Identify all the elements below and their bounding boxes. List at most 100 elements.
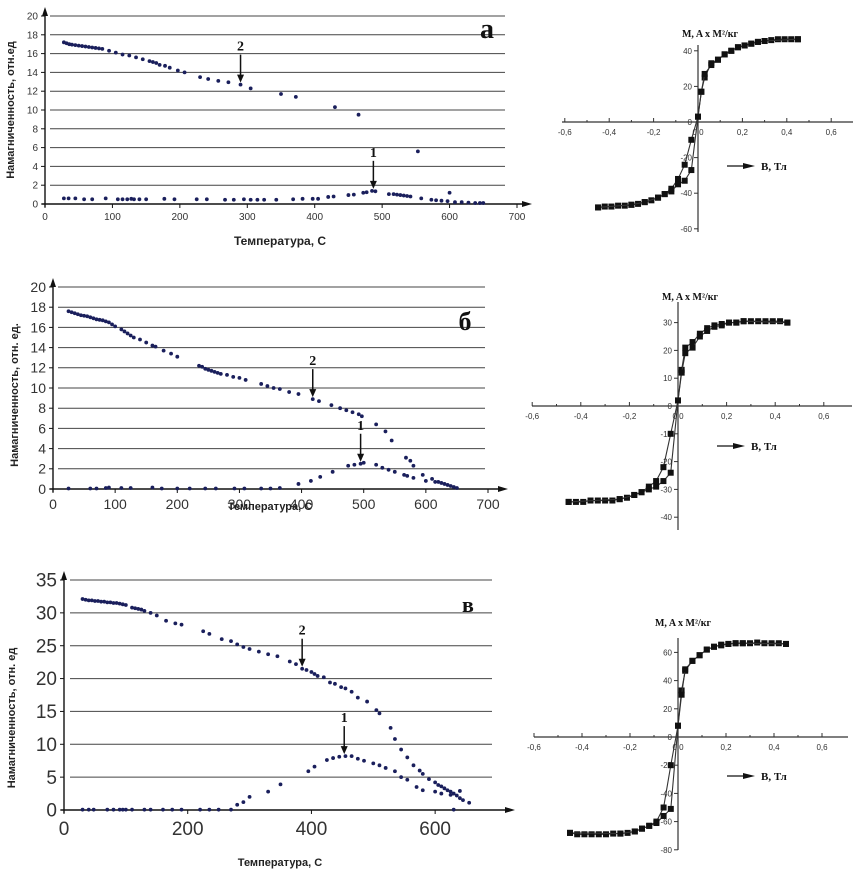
data-marker [675, 397, 681, 404]
x-tick-label: 0,2 [721, 412, 733, 421]
data-marker [668, 188, 675, 195]
data-point [268, 486, 273, 491]
data-marker [774, 36, 781, 43]
data-point [399, 775, 404, 780]
y-tick-label: -30 [660, 485, 672, 494]
y-tick-label: 20 [663, 705, 672, 714]
data-point [170, 807, 175, 812]
x-tick-label: 300 [239, 212, 256, 223]
y-axis-title: M, A x M²/кг [682, 29, 739, 40]
y-tick-label: 0 [688, 118, 693, 127]
x-tick-label: 200 [166, 496, 190, 512]
x-tick-label: 500 [374, 212, 391, 223]
data-point [216, 807, 221, 812]
data-point [248, 197, 253, 202]
data-point [389, 438, 394, 443]
x-tick-label: -0,2 [647, 128, 661, 137]
data-point [232, 486, 237, 491]
data-point [213, 486, 218, 491]
data-point [388, 725, 393, 730]
y-tick-label: 8 [32, 124, 38, 135]
data-point [383, 766, 388, 770]
data-point [356, 112, 361, 117]
data-point [247, 794, 252, 799]
data-point [459, 200, 464, 205]
data-point [142, 608, 147, 613]
y-axis-arrow-icon [42, 7, 48, 16]
data-point [420, 788, 425, 793]
y-tick-label: 4 [38, 441, 46, 457]
x-tick-label: 0,4 [768, 743, 780, 752]
series-line [598, 38, 798, 208]
data-point [120, 52, 125, 57]
data-point [107, 320, 111, 325]
data-point [93, 46, 98, 50]
x-tick-label: 0,6 [816, 743, 828, 752]
data-point [219, 637, 224, 642]
data-point [451, 485, 456, 489]
data-marker [769, 318, 776, 325]
data-point [108, 600, 113, 605]
data-point [161, 807, 165, 812]
data-point [237, 376, 242, 380]
data-point [103, 319, 108, 324]
data-point [125, 197, 130, 202]
annotation-arrow-icon [298, 658, 306, 667]
data-point [61, 196, 66, 201]
data-point [306, 769, 311, 774]
data-point [117, 601, 122, 606]
data-point [310, 196, 315, 201]
data-marker [661, 191, 668, 198]
y-tick-label: 0 [668, 402, 673, 411]
data-point [362, 758, 366, 763]
x-tick-label: 400 [296, 819, 328, 840]
annotation-label: 2 [237, 40, 244, 55]
y-tick-label: 2 [32, 181, 38, 192]
data-point [111, 601, 116, 605]
data-point [457, 796, 462, 801]
data-point [115, 197, 120, 202]
x-axis-title: B, Тл [761, 771, 787, 783]
data-point [405, 194, 409, 198]
data-point [242, 197, 246, 202]
series-2 [66, 460, 459, 491]
data-point [331, 756, 335, 760]
y-tick-label: 0 [32, 200, 38, 211]
data-point [343, 754, 348, 759]
data-point [434, 198, 438, 203]
y-tick-label: 18 [27, 30, 39, 41]
data-marker [682, 344, 689, 351]
data-point [436, 480, 441, 484]
data-point [105, 807, 110, 812]
data-point [114, 601, 119, 605]
y-tick-label: 30 [663, 319, 672, 328]
x-tick-label: 0 [49, 496, 57, 512]
b-arrow-icon [743, 773, 755, 779]
x-tick-label: 0,4 [781, 128, 793, 137]
data-point [66, 309, 71, 314]
data-marker [667, 430, 674, 437]
data-marker [698, 88, 705, 95]
data-point [343, 686, 348, 691]
data-marker [667, 805, 674, 812]
data-marker [783, 640, 789, 647]
data-point [86, 807, 91, 812]
data-point [392, 469, 397, 474]
data-point [346, 193, 351, 197]
data-marker [678, 369, 685, 376]
y-axis-title: M, A x M²/кг [655, 618, 712, 629]
data-point [144, 340, 149, 345]
data-marker [682, 666, 689, 673]
data-point [293, 94, 298, 99]
data-marker [718, 322, 725, 329]
data-point [154, 613, 159, 618]
data-point [120, 197, 125, 202]
data-point [172, 197, 177, 202]
data-point [326, 195, 331, 199]
b-arrow-icon [743, 163, 755, 169]
data-point [315, 674, 320, 678]
data-point [80, 44, 84, 48]
x-tick-label: 0,4 [770, 412, 782, 421]
data-point [339, 685, 344, 690]
data-point [197, 363, 201, 368]
